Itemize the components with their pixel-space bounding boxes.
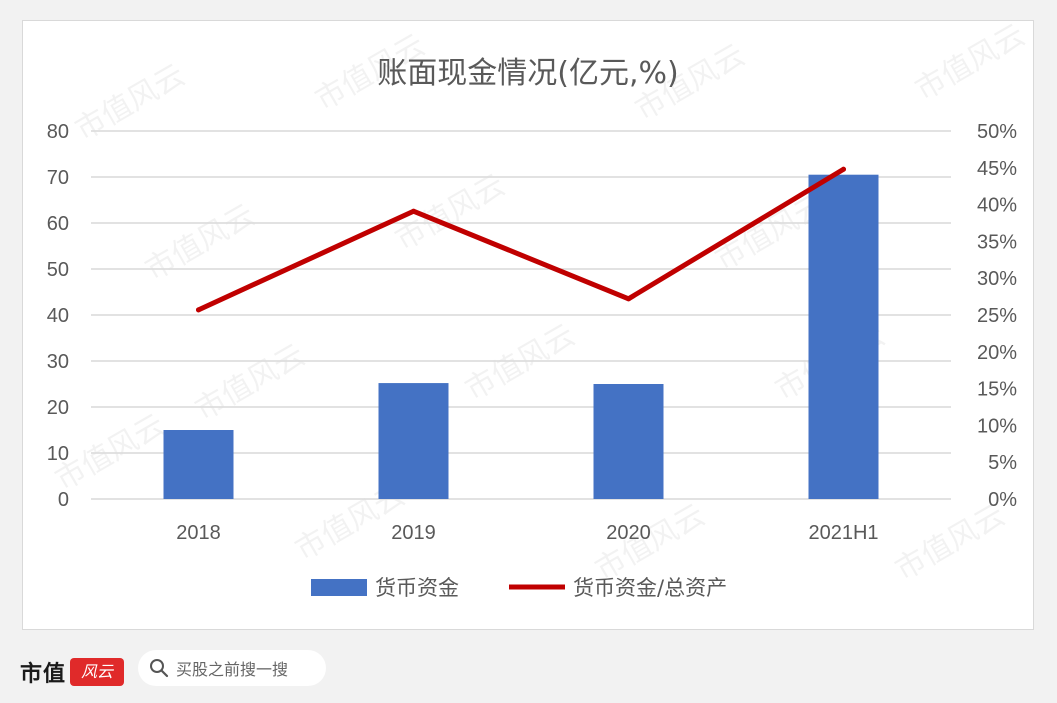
y-right-tick-label: 35% bbox=[977, 231, 1017, 253]
legend-label-bar: 货币资金 bbox=[375, 576, 459, 600]
series-line bbox=[196, 166, 846, 313]
y-right-tick-label: 30% bbox=[977, 268, 1017, 290]
y-right-tick-label: 0% bbox=[988, 489, 1017, 511]
y-right-tick-label: 25% bbox=[977, 305, 1017, 327]
y-right-tick-label: 5% bbox=[988, 452, 1017, 474]
chart-card: 市值风云 市值风云 市值风云 市值风云 市值风云 市值风云 市值风云 市值风云 市值风云 市值风云… bbox=[22, 20, 1034, 630]
brand-name: 市值 bbox=[20, 661, 67, 687]
y-left-tick-label: 30 bbox=[47, 351, 69, 373]
y-right-tick-label: 50% bbox=[977, 121, 1017, 143]
x-tick-label: 2019 bbox=[391, 522, 436, 544]
bar bbox=[593, 384, 664, 499]
bar bbox=[163, 430, 234, 499]
x-tick-label: 2021H1 bbox=[808, 522, 878, 544]
y-left-tick-label: 50 bbox=[47, 259, 69, 281]
watermark-text: 市值风云 bbox=[910, 21, 1031, 108]
watermark-text: 市值风云 bbox=[190, 338, 311, 428]
y-right-tick-label: 45% bbox=[977, 158, 1017, 180]
x-tick-label: 2018 bbox=[176, 522, 221, 544]
brand-logo[interactable]: 市值 风云 bbox=[20, 656, 125, 688]
line-point bbox=[626, 296, 631, 302]
y-left-tick-label: 60 bbox=[47, 213, 69, 235]
line-point bbox=[411, 208, 416, 214]
footer-bar: 市值 风云 买股之前搜一搜 bbox=[0, 640, 1057, 703]
chart-title: 账面现金情况(亿元,%) bbox=[377, 56, 678, 91]
y-right-tick-label: 20% bbox=[977, 342, 1017, 364]
line-point bbox=[196, 307, 201, 313]
y-left-tick-label: 0 bbox=[58, 489, 69, 511]
line-point bbox=[841, 166, 846, 172]
y-left-tick-label: 40 bbox=[47, 305, 69, 327]
watermark-text: 市值风云 bbox=[460, 318, 581, 408]
search-input[interactable]: 买股之前搜一搜 bbox=[176, 660, 289, 679]
y-left-tick-label: 80 bbox=[47, 121, 69, 143]
search-icon bbox=[150, 659, 169, 678]
y-right-tick-label: 10% bbox=[977, 415, 1017, 437]
y-left-tick-label: 70 bbox=[47, 167, 69, 189]
bar bbox=[378, 383, 449, 499]
brand-logo-mark: 风云 bbox=[70, 658, 125, 686]
y-right-tick-label: 40% bbox=[977, 195, 1017, 217]
search-box[interactable]: 买股之前搜一搜 bbox=[138, 650, 326, 686]
y-left-tick-label: 10 bbox=[47, 443, 69, 465]
x-tick-label: 2020 bbox=[606, 522, 651, 544]
legend-swatch-bar bbox=[311, 579, 367, 596]
legend-label-line: 货币资金/总资产 bbox=[573, 576, 727, 600]
watermark-text: 市值风云 bbox=[70, 58, 191, 148]
y-left-tick-label: 20 bbox=[47, 397, 69, 419]
watermark-text: 市值风云 bbox=[140, 198, 261, 288]
y-right-tick-label: 15% bbox=[977, 379, 1017, 401]
watermark-text: 市值风云 bbox=[890, 498, 1011, 588]
bar bbox=[808, 174, 879, 499]
